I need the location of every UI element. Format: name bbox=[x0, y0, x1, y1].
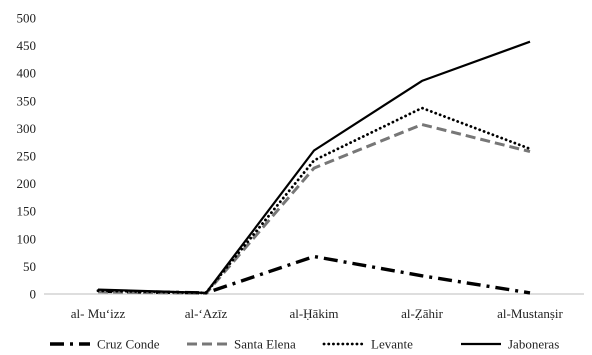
data-point-levante-3 bbox=[421, 107, 422, 108]
data-point-jaboneras-4 bbox=[529, 41, 530, 42]
data-point-jaboneras-3 bbox=[421, 80, 422, 81]
y-tick-label-50: 50 bbox=[23, 259, 36, 274]
series-levante bbox=[97, 107, 530, 293]
data-point-jaboneras-1 bbox=[205, 292, 206, 293]
legend-label-levante: Levante bbox=[371, 337, 413, 352]
x-tick-label-al-hakim: al-Ḥākim bbox=[289, 306, 338, 321]
data-point-cruz-conde-3 bbox=[421, 275, 422, 276]
y-tick-label-500: 500 bbox=[17, 11, 37, 26]
data-point-jaboneras-0 bbox=[97, 289, 98, 290]
series-cruz-conde bbox=[97, 256, 530, 294]
y-tick-label-150: 150 bbox=[17, 204, 37, 219]
legend-item-santa-elena: Santa Elena bbox=[187, 337, 296, 352]
y-tick-label-300: 300 bbox=[17, 121, 37, 136]
x-tick-label-al-zahir: al-Ẓāhir bbox=[401, 306, 444, 321]
y-tick-label-100: 100 bbox=[17, 231, 37, 246]
x-axis-ticks: al- Mu‘izz al-‘Azīz al-Ḥākim al-Ẓāhir al-Mus… bbox=[71, 306, 564, 321]
legend-label-santa-elena: Santa Elena bbox=[234, 337, 296, 352]
y-tick-label-350: 350 bbox=[17, 93, 37, 108]
legend: Cruz Conde Santa Elena Levante Jaboneras bbox=[50, 337, 559, 352]
y-tick-label-250: 250 bbox=[17, 149, 37, 164]
data-point-levante-2 bbox=[313, 160, 314, 161]
data-point-santa-elena-4 bbox=[529, 151, 530, 152]
y-tick-label-200: 200 bbox=[17, 176, 37, 191]
data-point-jaboneras-2 bbox=[313, 150, 314, 151]
legend-item-jaboneras: Jaboneras bbox=[461, 337, 559, 352]
series-line-levante bbox=[98, 108, 530, 293]
x-tick-label-al-aziz: al-‘Azīz bbox=[185, 306, 228, 321]
legend-label-cruz-conde: Cruz Conde bbox=[97, 337, 160, 352]
legend-item-levante: Levante bbox=[324, 337, 413, 352]
y-tick-label-400: 400 bbox=[17, 66, 37, 81]
legend-item-cruz-conde: Cruz Conde bbox=[50, 337, 160, 352]
legend-label-jaboneras: Jaboneras bbox=[508, 337, 559, 352]
data-point-cruz-conde-2 bbox=[313, 256, 314, 257]
x-tick-label-al-mustansir: al-Mustanṣir bbox=[497, 306, 563, 321]
data-point-cruz-conde-4 bbox=[529, 292, 530, 293]
data-point-santa-elena-3 bbox=[421, 124, 422, 125]
x-tick-label-al-mu-izz: al- Mu‘izz bbox=[71, 306, 126, 321]
y-axis-ticks: 0 50 100 150 200 250 300 350 400 450 500 bbox=[17, 11, 37, 302]
y-tick-label-450: 450 bbox=[17, 38, 37, 53]
data-point-santa-elena-2 bbox=[313, 168, 314, 169]
series-line-cruz-conde bbox=[98, 257, 530, 293]
series-lines bbox=[97, 41, 530, 294]
data-point-levante-4 bbox=[529, 148, 530, 149]
y-tick-label-0: 0 bbox=[30, 287, 37, 302]
